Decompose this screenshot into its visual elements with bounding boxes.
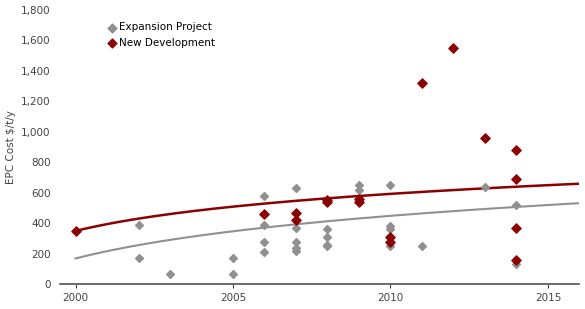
- Expansion Project: [323, 227, 332, 232]
- New Development: [355, 197, 364, 201]
- Expansion Project: [134, 222, 143, 227]
- Legend: Expansion Project, New Development: Expansion Project, New Development: [106, 20, 217, 50]
- New Development: [480, 135, 490, 140]
- Expansion Project: [323, 244, 332, 249]
- Expansion Project: [386, 224, 395, 229]
- Expansion Project: [291, 239, 301, 244]
- Expansion Project: [260, 239, 269, 244]
- Expansion Project: [386, 244, 395, 249]
- New Development: [512, 257, 521, 262]
- New Development: [260, 212, 269, 217]
- New Development: [449, 45, 458, 50]
- Expansion Project: [291, 226, 301, 231]
- New Development: [512, 176, 521, 181]
- Expansion Project: [260, 222, 269, 227]
- Expansion Project: [386, 183, 395, 188]
- New Development: [291, 210, 301, 215]
- New Development: [386, 239, 395, 244]
- New Development: [355, 200, 364, 205]
- Expansion Project: [417, 244, 426, 249]
- New Development: [512, 226, 521, 231]
- Expansion Project: [355, 183, 364, 188]
- Expansion Project: [480, 184, 490, 189]
- Expansion Project: [134, 256, 143, 261]
- Expansion Project: [260, 250, 269, 255]
- Expansion Project: [512, 261, 521, 266]
- Expansion Project: [323, 242, 332, 247]
- New Development: [512, 148, 521, 153]
- Expansion Project: [355, 187, 364, 192]
- Expansion Project: [323, 235, 332, 239]
- New Development: [71, 228, 80, 233]
- Expansion Project: [228, 272, 238, 277]
- New Development: [417, 80, 426, 85]
- Expansion Project: [291, 186, 301, 191]
- Expansion Project: [260, 193, 269, 198]
- Expansion Project: [480, 135, 490, 140]
- Expansion Project: [512, 202, 521, 207]
- New Development: [291, 218, 301, 223]
- New Development: [386, 235, 395, 239]
- Expansion Project: [386, 227, 395, 232]
- Y-axis label: EPC Cost $/t/y: EPC Cost $/t/y: [5, 110, 16, 184]
- New Development: [323, 198, 332, 203]
- New Development: [323, 200, 332, 205]
- Expansion Project: [291, 248, 301, 253]
- Expansion Project: [291, 245, 301, 250]
- Expansion Project: [166, 272, 175, 277]
- Expansion Project: [228, 256, 238, 261]
